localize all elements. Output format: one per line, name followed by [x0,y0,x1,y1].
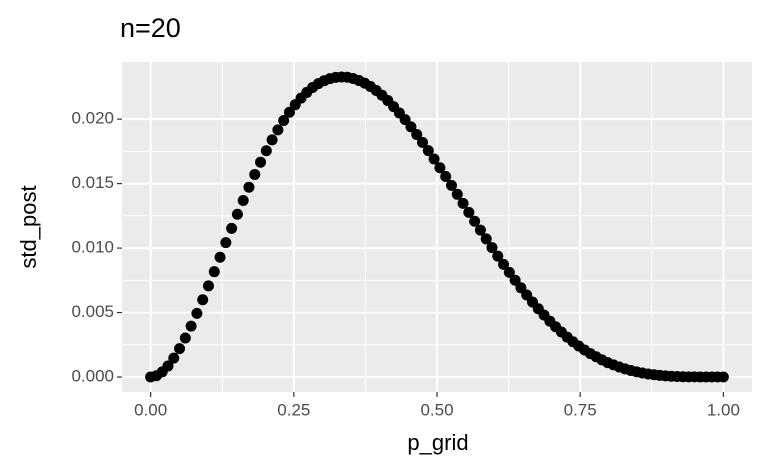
point [480,233,492,245]
y-tick-label: 0.005 [71,302,114,321]
point [283,106,295,118]
point [457,197,469,209]
point [411,128,423,140]
point [243,181,255,193]
x-tick-label: 0.75 [564,400,597,419]
point [417,136,429,148]
point [428,153,440,165]
point [445,179,457,191]
point [278,115,290,127]
point [405,121,417,133]
point [237,194,249,206]
point [197,294,209,306]
point [272,124,284,136]
point [162,360,174,372]
point [220,237,232,249]
point [492,250,504,262]
point [451,188,463,200]
point [503,266,515,278]
point [498,258,510,270]
y-tick-label: 0.020 [71,109,114,128]
x-tick-label: 1.00 [707,400,740,419]
point [469,215,481,227]
point [422,145,434,157]
point [255,156,267,168]
x-axis-title: p_grid [407,430,468,455]
y-axis-title: std_post [16,185,41,268]
point [231,208,243,220]
point [249,168,261,180]
point [266,134,278,146]
point [179,332,191,344]
chart-title: n=20 [120,13,181,43]
point [208,266,220,278]
point [440,171,452,183]
point [486,242,498,254]
x-tick-label: 0.25 [277,400,310,419]
x-tick-label: 0.00 [134,400,167,419]
point [463,206,475,218]
y-tick-label: 0.015 [71,173,114,192]
point [202,280,214,292]
point [191,307,203,319]
point [509,274,521,286]
point [226,222,238,234]
y-tick-label: 0.000 [71,367,114,386]
point [434,162,446,174]
point [174,343,186,355]
x-tick-label: 0.50 [420,400,453,419]
point [260,145,272,157]
point [214,251,226,263]
point [717,371,729,383]
y-tick-label: 0.010 [71,238,114,257]
point [185,320,197,332]
point [474,224,486,236]
point [168,352,180,364]
